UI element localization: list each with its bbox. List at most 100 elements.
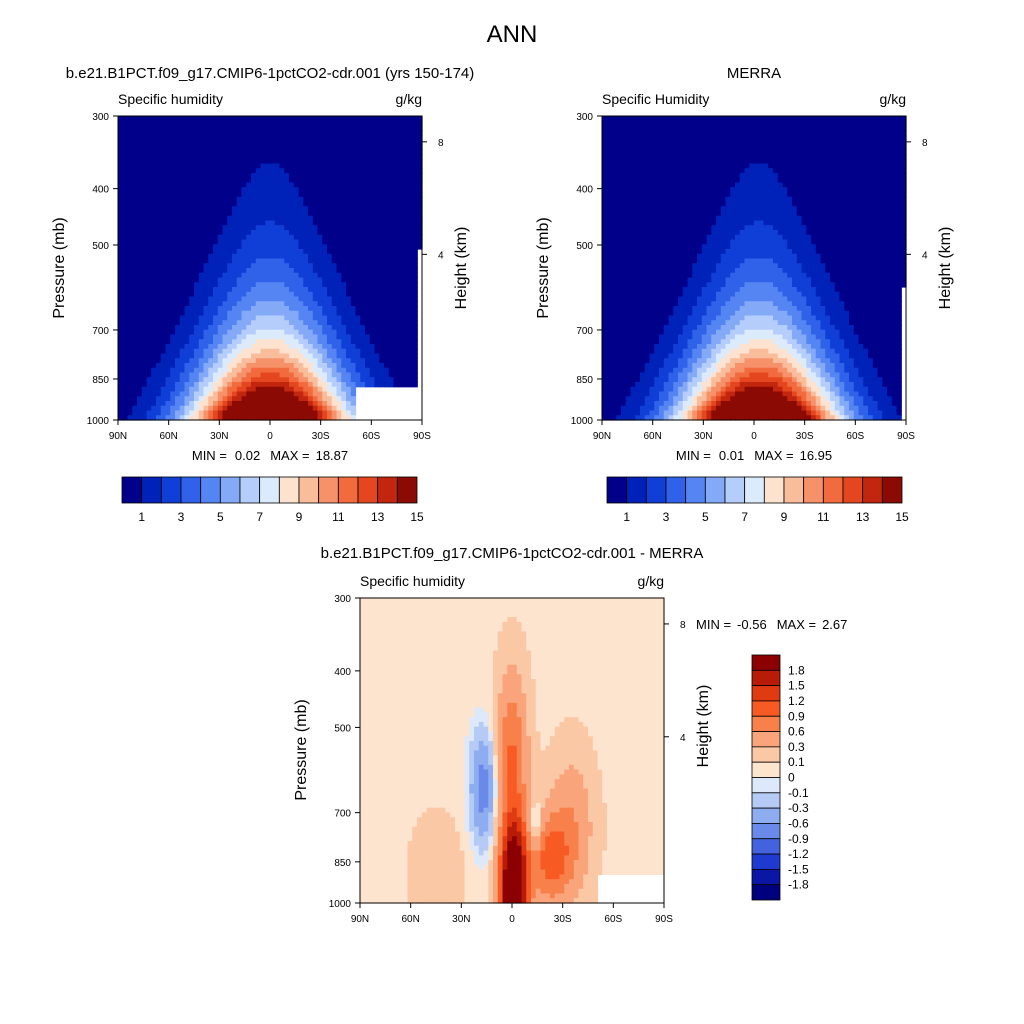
field-cell [241, 268, 247, 274]
field-cell [412, 168, 418, 174]
field-cell [379, 253, 385, 260]
field-cell [265, 168, 271, 174]
field-cell [308, 154, 314, 160]
field-cell [289, 291, 295, 298]
field-cell [369, 358, 376, 364]
field-cell [246, 405, 252, 412]
field-cell [298, 310, 304, 317]
field-cell [260, 239, 266, 245]
field-cell [687, 154, 693, 160]
field-cell [312, 287, 319, 293]
field-cell [179, 263, 186, 269]
field-cell [365, 139, 371, 146]
field-cell [284, 116, 290, 122]
field-cell [379, 358, 385, 364]
field-cell [308, 296, 314, 302]
field-cell [118, 282, 124, 288]
field-cell [184, 225, 190, 231]
field-cell [198, 353, 205, 359]
field-cell [350, 258, 357, 264]
field-cell [160, 158, 167, 165]
field-cell [203, 258, 209, 264]
field-cell [839, 144, 845, 150]
field-cell [625, 125, 632, 131]
field-cell [298, 192, 304, 198]
field-cell [260, 344, 266, 350]
field-cell [289, 149, 295, 155]
field-cell [141, 315, 148, 321]
field-cell [706, 125, 712, 131]
field-cell [260, 206, 266, 212]
field-cell [137, 196, 143, 203]
field-cell [649, 173, 655, 179]
field-cell [127, 391, 133, 397]
field-cell [374, 249, 380, 255]
field-cell [165, 410, 171, 416]
field-cell [289, 348, 295, 355]
field-cell [222, 211, 228, 217]
field-cell [711, 177, 717, 184]
field-cell [839, 158, 845, 165]
field-cell [184, 291, 190, 298]
field-cell [279, 149, 285, 155]
field-cell [160, 201, 167, 207]
field-cell [203, 253, 209, 260]
field-cell [365, 192, 371, 198]
field-cell [758, 125, 765, 131]
field-cell [146, 391, 152, 397]
field-cell [232, 187, 238, 193]
field-cell [336, 234, 342, 241]
field-cell [782, 139, 788, 146]
field-cell [346, 211, 352, 217]
field-cell [208, 282, 214, 288]
field-cell [270, 268, 276, 274]
field-cell [255, 272, 262, 279]
field-cell [844, 139, 850, 146]
field-cell [388, 125, 395, 131]
field-cell [369, 258, 376, 264]
field-cell [284, 158, 290, 165]
field-cell [227, 382, 233, 388]
field-cell [412, 220, 418, 226]
field-cell [369, 268, 376, 274]
field-cell [151, 329, 157, 336]
field-cell [203, 249, 209, 255]
field-cell [284, 244, 290, 250]
field-cell [118, 187, 124, 193]
field-cell [246, 249, 252, 255]
field-cell [663, 135, 670, 141]
field-cell [336, 291, 342, 298]
field-cell [213, 177, 219, 184]
field-cell [630, 130, 636, 136]
field-cell [213, 239, 219, 245]
field-cell [412, 353, 418, 359]
field-cell [222, 277, 228, 283]
field-cell [227, 372, 233, 378]
field-cell [393, 258, 399, 264]
field-cell [222, 272, 228, 279]
field-cell [327, 306, 333, 312]
field-cell [289, 310, 295, 317]
field-cell [350, 215, 357, 222]
field-cell [232, 401, 238, 407]
field-cell [137, 149, 143, 155]
field-cell [246, 263, 252, 269]
field-cell [160, 130, 167, 136]
field-cell [179, 367, 186, 374]
field-cell [811, 135, 817, 141]
field-cell [331, 272, 338, 279]
field-cell [317, 201, 323, 207]
field-cell [227, 249, 233, 255]
field-cell [274, 215, 281, 222]
field-cell [175, 353, 181, 359]
field-cell [303, 139, 309, 146]
field-cell [236, 277, 243, 283]
field-cell [635, 144, 641, 150]
field-cell [251, 239, 257, 245]
field-cell [227, 154, 233, 160]
field-cell [236, 149, 243, 155]
field-cell [279, 211, 285, 217]
field-cell [141, 334, 148, 340]
field-cell [222, 386, 228, 393]
field-cell [749, 168, 755, 174]
